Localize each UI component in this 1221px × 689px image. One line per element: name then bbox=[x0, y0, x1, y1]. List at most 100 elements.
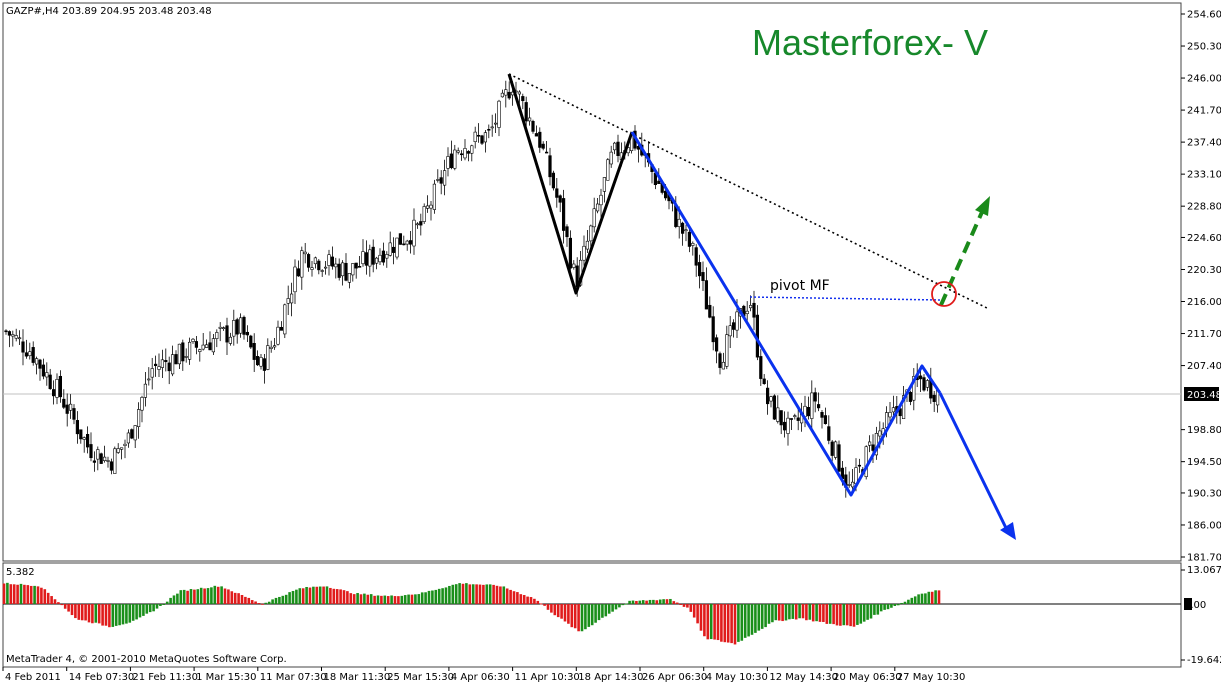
histogram-bar bbox=[924, 593, 927, 604]
chart-title: Masterforex- V bbox=[752, 22, 989, 63]
candle-body bbox=[28, 351, 32, 357]
histogram-bar bbox=[886, 604, 890, 610]
histogram-bar bbox=[114, 604, 118, 626]
candle-body bbox=[65, 404, 69, 414]
price-tick-label: 237.40 bbox=[1187, 138, 1221, 149]
histogram-bar bbox=[267, 601, 271, 604]
candle-body bbox=[181, 342, 185, 362]
histogram-bar bbox=[206, 588, 210, 604]
histogram-bar bbox=[376, 595, 380, 604]
candle-body bbox=[663, 190, 668, 199]
candle-body bbox=[470, 145, 474, 154]
histogram-bar bbox=[203, 588, 206, 604]
candle-body bbox=[867, 441, 872, 446]
histogram-bar bbox=[257, 603, 261, 605]
candle-body bbox=[225, 325, 229, 343]
candle-body bbox=[89, 444, 93, 459]
candle-body bbox=[218, 326, 222, 329]
candle-body bbox=[538, 131, 542, 148]
histogram-bar bbox=[230, 591, 234, 604]
candle-body bbox=[711, 316, 715, 343]
candle-body bbox=[286, 298, 290, 304]
candle-body bbox=[827, 426, 831, 441]
candle-body bbox=[609, 151, 613, 165]
indicator-plot-frame bbox=[2, 562, 1182, 668]
histogram-bar bbox=[563, 604, 567, 622]
histogram-bar bbox=[471, 584, 475, 604]
histogram-bar bbox=[101, 604, 104, 626]
histogram-bar bbox=[288, 592, 291, 604]
histogram-bar bbox=[628, 600, 631, 604]
candle-body bbox=[188, 341, 192, 360]
histogram-bar bbox=[825, 604, 829, 624]
histogram-bar bbox=[849, 604, 852, 627]
candle-body bbox=[636, 145, 640, 150]
histogram-bar bbox=[522, 595, 526, 604]
histogram-bar bbox=[662, 599, 665, 604]
histogram-bar bbox=[247, 597, 251, 604]
histogram-bar bbox=[805, 604, 808, 621]
candle-body bbox=[789, 418, 793, 420]
histogram-bar bbox=[298, 588, 302, 604]
histogram-bar bbox=[791, 604, 795, 619]
histogram-bar bbox=[771, 604, 774, 623]
candle-body bbox=[725, 334, 729, 367]
candle-body bbox=[466, 151, 471, 154]
indicator-value: 5.382 bbox=[6, 567, 35, 578]
candle-body bbox=[364, 252, 369, 266]
candle-body bbox=[4, 330, 8, 333]
histogram-bar bbox=[342, 590, 346, 604]
candle-body bbox=[891, 407, 895, 413]
histogram-bar bbox=[53, 599, 57, 604]
histogram-bar bbox=[828, 604, 832, 624]
price-tick-label: 220.30 bbox=[1187, 265, 1221, 276]
histogram-bar bbox=[414, 594, 417, 604]
histogram-bar bbox=[244, 596, 247, 604]
candle-body bbox=[205, 344, 209, 348]
candle-body bbox=[687, 231, 691, 247]
candle-body bbox=[592, 208, 596, 228]
candle-body bbox=[62, 398, 66, 408]
candle-body bbox=[714, 337, 719, 352]
histogram-bar bbox=[560, 604, 563, 619]
candle-body bbox=[296, 268, 301, 277]
histogram-bar bbox=[400, 595, 404, 604]
candle-body bbox=[408, 240, 413, 245]
histogram-bar bbox=[682, 604, 686, 607]
histogram-bar bbox=[757, 604, 761, 631]
histogram-bar bbox=[216, 586, 220, 604]
time-tick-label: 18 Apr 14:30 bbox=[578, 672, 643, 683]
histogram-bar bbox=[509, 589, 512, 604]
histogram-bar bbox=[240, 595, 244, 604]
price-tick-label: 186.00 bbox=[1187, 520, 1221, 531]
candle-body bbox=[113, 448, 117, 474]
histogram-bar bbox=[295, 589, 298, 604]
histogram-bar bbox=[284, 594, 288, 604]
histogram-bar bbox=[278, 596, 281, 604]
candle-body bbox=[385, 254, 389, 259]
indicator-zero-tag bbox=[1184, 598, 1192, 610]
histogram-bar bbox=[159, 604, 162, 606]
histogram-bar bbox=[179, 590, 183, 604]
candle-body bbox=[551, 172, 555, 189]
histogram-bar bbox=[386, 596, 390, 604]
candle-body bbox=[602, 177, 606, 192]
histogram-bar bbox=[502, 586, 506, 604]
candle-body bbox=[211, 338, 216, 353]
candle-body bbox=[323, 266, 328, 269]
candle-body bbox=[106, 460, 110, 462]
histogram-bar bbox=[859, 604, 863, 624]
candle-body bbox=[436, 179, 440, 181]
price-tick-label: 224.60 bbox=[1187, 233, 1221, 244]
candle-body bbox=[38, 359, 42, 369]
candle-body bbox=[878, 430, 882, 437]
candle-body bbox=[541, 143, 545, 149]
candle-body bbox=[500, 92, 505, 98]
histogram-bar bbox=[152, 604, 155, 612]
candle-body bbox=[517, 91, 521, 95]
histogram-bar bbox=[40, 587, 43, 604]
histogram-bar bbox=[403, 595, 407, 604]
histogram-bar bbox=[658, 599, 662, 604]
histogram-bar bbox=[777, 604, 781, 621]
